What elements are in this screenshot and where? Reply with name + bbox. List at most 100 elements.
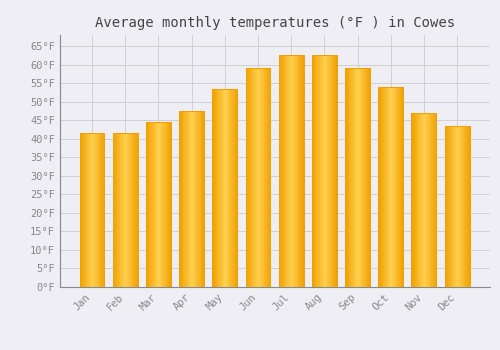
Bar bbox=[288, 55, 289, 287]
Bar bbox=[222, 89, 224, 287]
Bar bbox=[156, 122, 157, 287]
Bar bbox=[89, 133, 90, 287]
Bar bbox=[246, 68, 247, 287]
Bar bbox=[280, 55, 281, 287]
Bar bbox=[147, 122, 148, 287]
Bar bbox=[456, 126, 458, 287]
Bar bbox=[196, 111, 197, 287]
Bar bbox=[86, 133, 88, 287]
Bar bbox=[302, 55, 303, 287]
Bar bbox=[420, 113, 421, 287]
Bar bbox=[181, 111, 182, 287]
Bar bbox=[385, 87, 386, 287]
Bar bbox=[219, 89, 220, 287]
Bar bbox=[393, 87, 394, 287]
Bar bbox=[117, 133, 118, 287]
Bar bbox=[368, 68, 369, 287]
Bar bbox=[134, 133, 135, 287]
Bar bbox=[148, 122, 150, 287]
Bar bbox=[104, 133, 106, 287]
Bar bbox=[254, 68, 255, 287]
Bar bbox=[98, 133, 100, 287]
Bar bbox=[226, 89, 227, 287]
Bar bbox=[112, 133, 138, 287]
Bar bbox=[289, 55, 290, 287]
Bar bbox=[230, 89, 231, 287]
Bar bbox=[88, 133, 89, 287]
Bar bbox=[252, 68, 254, 287]
Bar bbox=[228, 89, 230, 287]
Bar bbox=[394, 87, 396, 287]
Bar bbox=[300, 55, 301, 287]
Bar bbox=[179, 111, 204, 287]
Bar bbox=[253, 68, 254, 287]
Bar bbox=[466, 126, 467, 287]
Bar bbox=[169, 122, 170, 287]
Bar bbox=[225, 89, 226, 287]
Bar bbox=[312, 55, 313, 287]
Bar bbox=[449, 126, 450, 287]
Bar bbox=[153, 122, 154, 287]
Bar bbox=[119, 133, 120, 287]
Bar bbox=[164, 122, 165, 287]
Bar bbox=[162, 122, 163, 287]
Bar bbox=[82, 133, 83, 287]
Bar bbox=[122, 133, 123, 287]
Bar bbox=[424, 113, 425, 287]
Bar bbox=[412, 113, 436, 287]
Bar bbox=[80, 133, 82, 287]
Bar bbox=[391, 87, 392, 287]
Bar bbox=[193, 111, 194, 287]
Bar bbox=[358, 68, 359, 287]
Bar bbox=[132, 133, 134, 287]
Bar bbox=[268, 68, 270, 287]
Bar bbox=[163, 122, 164, 287]
Bar bbox=[398, 87, 399, 287]
Bar bbox=[166, 122, 168, 287]
Bar bbox=[146, 122, 171, 287]
Bar bbox=[467, 126, 468, 287]
Bar bbox=[313, 55, 314, 287]
Bar bbox=[336, 55, 337, 287]
Bar bbox=[379, 87, 380, 287]
Bar bbox=[135, 133, 136, 287]
Bar bbox=[212, 89, 237, 287]
Bar bbox=[378, 87, 379, 287]
Bar bbox=[392, 87, 393, 287]
Bar bbox=[345, 68, 370, 287]
Bar bbox=[328, 55, 329, 287]
Bar bbox=[170, 122, 171, 287]
Bar bbox=[399, 87, 400, 287]
Bar bbox=[246, 68, 270, 287]
Bar bbox=[154, 122, 156, 287]
Bar bbox=[227, 89, 228, 287]
Bar bbox=[388, 87, 390, 287]
Bar bbox=[249, 68, 250, 287]
Bar bbox=[95, 133, 96, 287]
Bar bbox=[221, 89, 222, 287]
Bar bbox=[256, 68, 258, 287]
Bar bbox=[348, 68, 350, 287]
Bar bbox=[352, 68, 353, 287]
Bar bbox=[353, 68, 354, 287]
Bar bbox=[427, 113, 428, 287]
Bar bbox=[334, 55, 335, 287]
Bar bbox=[224, 89, 225, 287]
Bar bbox=[294, 55, 295, 287]
Bar bbox=[260, 68, 261, 287]
Bar bbox=[125, 133, 126, 287]
Bar bbox=[270, 68, 272, 287]
Bar bbox=[96, 133, 98, 287]
Bar bbox=[378, 87, 403, 287]
Bar bbox=[216, 89, 218, 287]
Bar bbox=[267, 68, 268, 287]
Bar bbox=[120, 133, 122, 287]
Bar bbox=[278, 55, 303, 287]
Bar bbox=[168, 122, 169, 287]
Bar bbox=[197, 111, 198, 287]
Bar bbox=[236, 89, 237, 287]
Bar bbox=[422, 113, 424, 287]
Bar bbox=[296, 55, 298, 287]
Bar bbox=[455, 126, 456, 287]
Bar bbox=[152, 122, 153, 287]
